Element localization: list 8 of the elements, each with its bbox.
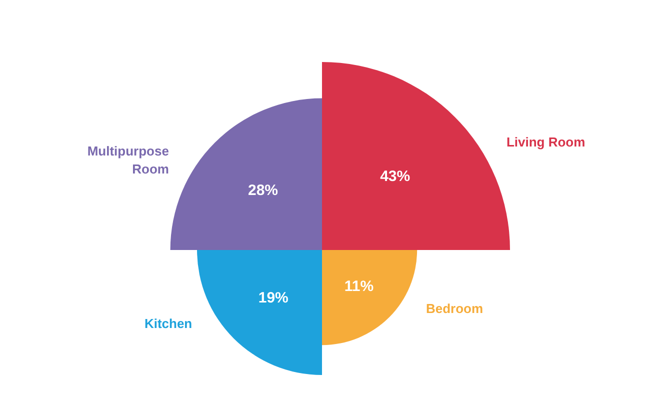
category-label: Kitchen <box>144 316 192 332</box>
data-label: 11% <box>344 278 374 295</box>
data-label: 19% <box>258 290 288 307</box>
data-label: 43% <box>380 168 410 185</box>
category-label: Bedroom <box>426 301 484 316</box>
category-label: Multipurpose Room <box>87 144 169 178</box>
data-label: 28% <box>248 182 278 199</box>
category-label: Living Room <box>506 134 586 150</box>
